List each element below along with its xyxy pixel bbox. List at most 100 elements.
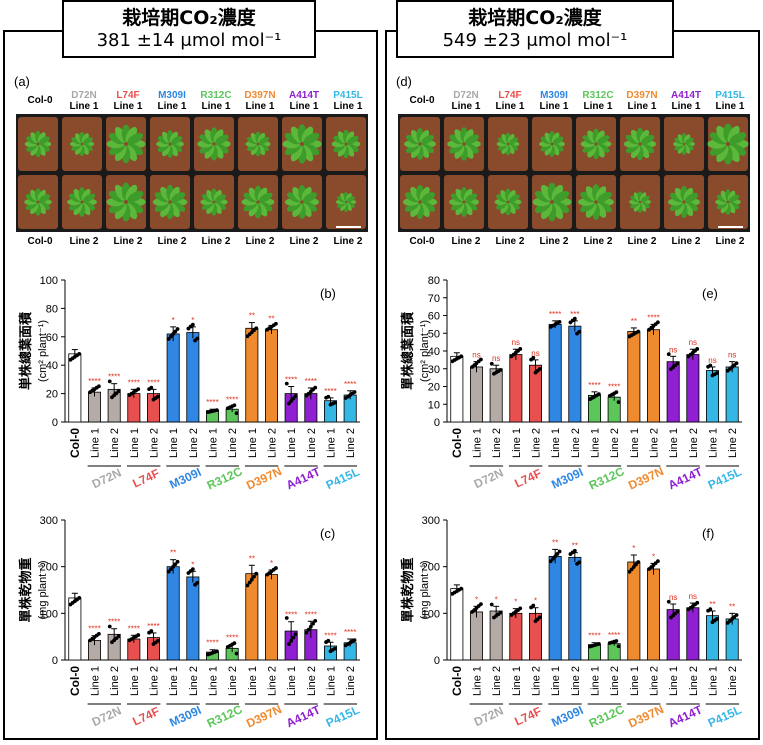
plant-leaf — [81, 188, 91, 201]
plant-leaf — [684, 137, 694, 145]
plant-leaf — [640, 195, 650, 203]
bar — [647, 329, 660, 423]
group-label: M309I — [167, 465, 203, 492]
plant-leaf — [250, 144, 259, 156]
photo-top-label: L74F Line 1 — [488, 90, 532, 112]
data-point — [708, 607, 713, 612]
data-point — [553, 554, 558, 559]
data-point — [293, 632, 298, 637]
plant-leaf — [243, 192, 257, 203]
plant-leaf — [551, 184, 564, 201]
plant-leaf — [419, 186, 430, 201]
photo-top-group-name: M309I — [540, 90, 568, 101]
plant-leaf — [630, 195, 640, 203]
y-tick-label: 0 — [434, 417, 440, 429]
bar — [68, 597, 82, 661]
data-point — [254, 571, 259, 576]
plant-leaf — [340, 202, 347, 211]
x-tick-label: Line 2 — [345, 666, 357, 696]
y-tick-label: 80 — [428, 275, 440, 287]
data-point — [557, 549, 562, 554]
significance-label: **** — [344, 380, 356, 389]
soil-pot — [326, 175, 366, 229]
x-tick-label: Col-0 — [450, 428, 464, 458]
x-tick-label: Line 2 — [609, 428, 621, 458]
group-label: M309I — [167, 703, 203, 730]
data-point — [171, 564, 176, 569]
plant-leaf — [450, 193, 463, 203]
y-tick-label: 10 — [428, 399, 440, 411]
soil-pot — [488, 175, 528, 229]
soil-pot — [150, 117, 190, 171]
plant-leaf — [597, 191, 612, 203]
plant-leaf — [597, 143, 610, 153]
x-tick-label: Line 1 — [168, 428, 180, 458]
y-tick-label: 0 — [52, 655, 58, 667]
soil-pot — [400, 175, 440, 229]
significance-label: **** — [108, 618, 120, 627]
plant-leaf — [630, 145, 641, 159]
significance-label: **** — [324, 631, 336, 640]
data-point — [489, 361, 494, 366]
photo-top-line-label: Line 1 — [245, 101, 275, 112]
bar — [686, 607, 700, 661]
plant-leaf — [171, 201, 186, 212]
plant-leaf — [677, 144, 685, 154]
significance-label: **** — [108, 373, 120, 382]
bar — [489, 368, 503, 423]
plant-leaf — [259, 192, 273, 203]
group-label: P415L — [706, 703, 744, 731]
panel-label: (f) — [702, 526, 714, 541]
photo-top-group-name: P415L — [715, 90, 745, 101]
photo-top-line-label: Line 1 — [451, 101, 481, 112]
plant-leaf — [248, 203, 259, 217]
soil-pot — [620, 175, 660, 229]
plant-leaf — [346, 201, 355, 208]
data-point — [274, 321, 278, 326]
soil-pot — [664, 175, 704, 229]
plant-leaf — [508, 143, 519, 151]
significance-label: * — [172, 316, 175, 325]
plant-leaf — [551, 132, 560, 144]
x-tick-label: Line 2 — [227, 428, 239, 458]
x-tick-label: Line 1 — [550, 428, 562, 458]
data-point — [518, 606, 523, 611]
plant-leaf — [346, 196, 355, 203]
plant-leaf — [729, 143, 747, 156]
group-label: M309I — [549, 465, 585, 492]
plant-leaf — [214, 201, 227, 210]
data-point — [479, 357, 483, 362]
panel-label-a: (a) — [14, 74, 30, 89]
group-label: L74F — [512, 704, 543, 729]
significance-label: * — [191, 560, 194, 569]
plant-leaf — [303, 143, 320, 156]
significance-label: ns — [708, 356, 716, 365]
plant-leaf — [257, 132, 266, 144]
plant-leaf — [540, 136, 552, 145]
y-tick-label: 60 — [46, 332, 58, 344]
data-point — [352, 390, 357, 394]
x-tick-label: Line 2 — [149, 666, 161, 696]
y-axis-unit: (mg plant⁻¹) — [37, 561, 49, 620]
y-tick-label: 40 — [46, 360, 58, 372]
soil-pot — [708, 175, 748, 229]
significance-label: * — [652, 552, 655, 561]
soil-pot — [576, 117, 616, 171]
bar — [686, 354, 700, 423]
plant-leaf — [37, 132, 46, 144]
group-label: D72N — [472, 466, 506, 492]
group-label: A414T — [284, 702, 323, 730]
plant-leaf — [684, 143, 694, 151]
photo-top-label: A414T Line 1 — [664, 90, 708, 112]
group-label: A414T — [666, 464, 705, 492]
plant-leaf — [127, 190, 144, 203]
plant-leaf — [213, 189, 222, 202]
bar — [627, 561, 641, 661]
plant-leaf — [501, 144, 509, 155]
plant-leaf — [553, 190, 570, 203]
x-tick-label: Line 1 — [326, 428, 338, 458]
plant-leaf — [454, 145, 465, 159]
bar — [509, 354, 523, 423]
plant-leaf — [507, 190, 516, 202]
significance-label: ** — [729, 602, 735, 611]
